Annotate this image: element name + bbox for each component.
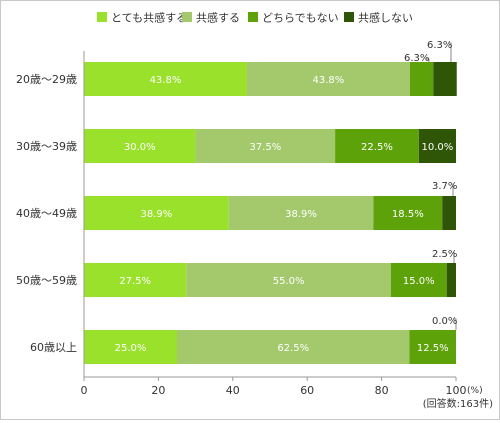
legend-swatch [182,12,192,22]
annotation-callout: 6.3% [404,53,430,64]
bar-segment [433,62,457,96]
bar-value-label: 22.5% [361,142,393,153]
bar-segment [195,129,336,163]
annotation-callout: 2.5% [432,249,457,263]
annotation-label: 6.3% [427,40,452,51]
response-count-note: (回答数:163件) [423,397,493,410]
annotation-leader-line [452,183,454,196]
annotation-label: 2.5% [432,249,457,260]
bar-row: 40歳〜49歳 38.9% 38.9% 18.5% [16,196,456,230]
bar-value-label: 10.0% [422,142,454,153]
bar-value-label: 38.9% [140,209,172,220]
bar-segment [409,330,456,364]
category-label: 20歳〜29歳 [16,73,77,86]
annotations: 6.3% 6.3% 3.7% 2.5% 0.0% [404,40,457,330]
bar-segment [84,196,229,230]
legend-label: 共感しない [358,12,413,25]
bar-segment [442,196,456,230]
x-tick-label: 60 [300,384,314,397]
bar-row: 30歳〜39歳 30.0% 37.5% 22.5% 10.0% [16,129,456,163]
bar-segment [373,196,443,230]
annotation-leader-line [454,318,457,330]
bar-segment [84,330,177,364]
annotation-leader-line [426,58,430,62]
annotation-callout: 0.0% [432,316,457,330]
bar-value-label: 55.0% [273,276,305,287]
annotation-label: 0.0% [432,316,457,327]
bar-segment [84,62,247,96]
bar-segment [228,196,374,230]
annotation-label: 3.7% [432,181,457,192]
annotation-callout: 3.7% [432,181,457,196]
bar-segment [186,263,391,297]
bar-value-label: 27.5% [119,276,151,287]
x-tick-label: 80 [375,384,389,397]
category-label: 30歳〜39歳 [16,140,77,153]
bar-segment [390,263,447,297]
x-unit-label: (%) [467,386,483,396]
legend-item-2: 共感する [182,12,240,25]
bar-row: 60歳以上 25.0% 62.5% 12.5% [30,330,456,364]
category-label: 50歳〜59歳 [16,274,77,287]
annotation-callout: 6.3% [427,40,452,62]
bar-value-label: 37.5% [249,142,281,153]
legend-item-1: とても共感する [97,12,187,25]
bar-segment [418,129,456,163]
bar-segment [446,263,456,297]
x-tick-label: 0 [81,384,88,397]
bar-segment [409,62,434,96]
category-label: 60歳以上 [30,341,77,354]
annotation-label: 6.3% [404,53,429,64]
bar-value-label: 38.9% [285,209,317,220]
bar-value-label: 62.5% [277,343,309,354]
bar-value-label: 18.5% [392,209,424,220]
category-label: 40歳〜49歳 [16,207,77,220]
legend-item-3: どちらでもない [248,12,339,25]
legend-swatch [344,12,354,22]
bar-value-label: 12.5% [417,343,449,354]
bar-segment [84,129,196,163]
annotation-leader-line [449,42,452,62]
bar-row: 20歳〜29歳 43.8% 43.8% [16,62,457,96]
bars: 20歳〜29歳 43.8% 43.8% 30歳〜39歳 30.0% 37.5% 22.5% 1… [16,62,457,364]
bar-segment [177,330,410,364]
bar-value-label: 25.0% [115,343,147,354]
bar-segment [246,62,410,96]
x-tick-label: 20 [151,384,165,397]
legend-label: とても共感する [111,12,187,25]
bar-segment [84,263,187,297]
bar-value-label: 30.0% [124,142,156,153]
bar-value-label: 15.0% [403,276,435,287]
x-tick-label: 40 [226,384,240,397]
notes: (%)(回答数:163件) [423,386,493,410]
legend-swatch [248,12,258,22]
x-tick-label: 100 [446,384,467,397]
bar-row: 50歳〜59歳 27.5% 55.0% 15.0% [16,263,456,297]
legend-swatch [97,12,107,22]
bar-value-label: 43.8% [313,75,345,86]
bar-value-label: 43.8% [150,75,182,86]
bar-segment [335,129,419,163]
legend: とても共感する 共感する どちらでもない 共感しない [97,12,413,25]
x-axis: 0 20 40 60 80 100 [81,51,467,397]
legend-label: どちらでもない [262,12,339,25]
legend-label: 共感する [196,12,240,25]
legend-item-4: 共感しない [344,12,413,25]
